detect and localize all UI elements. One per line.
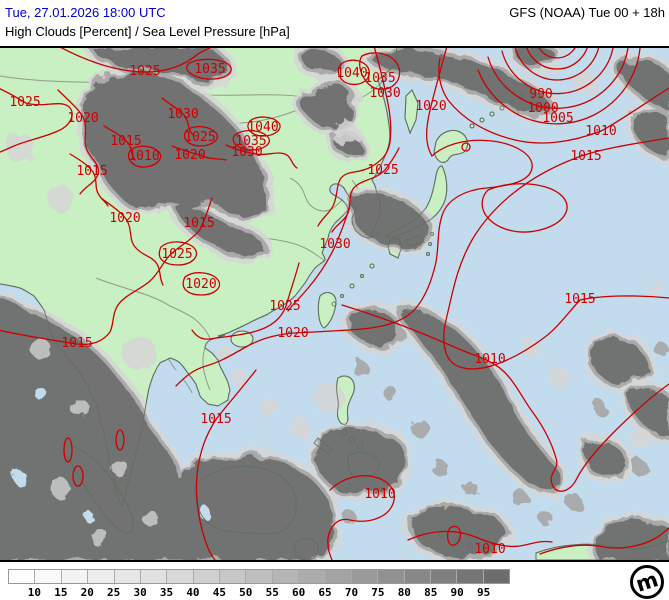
- layer-title: High Clouds [Percent] / Sea Level Pressu…: [5, 24, 290, 39]
- legend-tick: 30: [133, 586, 147, 599]
- legend-tick: 60: [292, 586, 306, 599]
- isobar-label: 1030: [231, 145, 262, 160]
- legend-cell: [378, 570, 405, 583]
- isobar-label: 1015: [61, 336, 92, 351]
- legend-cell: [88, 570, 115, 583]
- isobar-label: 1035: [235, 134, 266, 149]
- isobar-label: 1025: [9, 95, 40, 110]
- isobar-label: 1000: [527, 101, 558, 116]
- isobar-label: 1035: [194, 62, 225, 77]
- legend-tick: 85: [424, 586, 438, 599]
- legend-cell: [299, 570, 326, 583]
- isobar-label: 1030: [167, 107, 198, 122]
- isobar-label: 1040: [247, 120, 278, 135]
- legend-cell: [325, 570, 352, 583]
- isobar-label: 1020: [67, 111, 98, 126]
- cloud-speckles: [5, 72, 667, 551]
- legend-tick: 75: [371, 586, 385, 599]
- legend-tick: 50: [239, 586, 253, 599]
- isobar-label: 1015: [564, 292, 595, 307]
- isobar-label: 1015: [200, 412, 231, 427]
- isobar-label: 1010: [364, 487, 395, 502]
- isobar-layer: [0, 48, 669, 560]
- legend-tick: 55: [265, 586, 279, 599]
- isobar-label: 1020: [174, 148, 205, 163]
- isobar-label: 1035: [364, 71, 395, 86]
- isobar-label: 1025: [184, 130, 215, 145]
- legend-tick: 95: [476, 586, 491, 599]
- isobar-label: 1025: [269, 299, 300, 314]
- legend-tick: 20: [80, 586, 94, 599]
- isobar-label: 1015: [183, 216, 214, 231]
- legend-cell: [246, 570, 273, 583]
- map-area: 1025 1035 1040 1035 1030 1025 1020 1030 1040 1025…: [0, 46, 669, 562]
- isobar-label: 1020: [109, 211, 140, 226]
- legend-cell: [114, 570, 141, 583]
- isobar-label: 1015: [110, 134, 141, 149]
- legend-cell: [351, 570, 379, 583]
- legend-cell: [9, 570, 36, 583]
- legend-tick: 70: [344, 586, 359, 599]
- isobar-label: 1020: [277, 326, 308, 341]
- legend-cell: [272, 570, 300, 583]
- legend-tick: 90: [450, 586, 464, 599]
- map-header: Tue, 27.01.2026 18:00 UTC GFS (NOAA) Tue…: [0, 0, 669, 46]
- legend-cell: [483, 570, 510, 583]
- isobar-label: 1005: [542, 111, 573, 126]
- legend-tick: 25: [107, 586, 121, 599]
- legend-tick: 35: [159, 586, 174, 599]
- isobar-label: 1015: [570, 149, 601, 164]
- colorbar-tick-labels: 10 15 20 25 30 35 40 45 50 55 60 65 70 75 80 85 90 95: [0, 586, 669, 599]
- cloud-percent-colorbar: [8, 569, 510, 584]
- legend-tick: 10: [27, 586, 42, 599]
- site-logo: m: [630, 565, 664, 599]
- isobar-label: 1020: [415, 99, 446, 114]
- isobar-label: 1010: [474, 352, 505, 367]
- legend-cell: [61, 570, 89, 583]
- isobar-label: 1025: [367, 163, 398, 178]
- legend-cell: [35, 570, 62, 583]
- legend-tick: 80: [397, 586, 411, 599]
- isobar-label: 1030: [369, 86, 400, 101]
- isobar-label: 1040: [336, 66, 367, 81]
- legend-footer: 10 15 20 25 30 35 40 45 50 55 60 65 70 75 80 85 90 95 m: [0, 562, 669, 600]
- model-run-info: GFS (NOAA) Tue 00 + 18h: [509, 5, 665, 20]
- isobar-label: 1015: [76, 164, 107, 179]
- legend-cell: [167, 570, 194, 583]
- legend-cell: [457, 570, 484, 583]
- legend-tick: 45: [212, 586, 226, 599]
- valid-datetime: Tue, 27.01.2026 18:00 UTC: [5, 5, 166, 20]
- isobar-label: 1010: [585, 124, 616, 139]
- legend-cell: [220, 570, 247, 583]
- isobar-label: 1025: [161, 247, 192, 262]
- isobar-label: 990: [529, 87, 552, 102]
- isobar-label: 1010: [474, 542, 505, 557]
- legend-tick: 65: [318, 586, 332, 599]
- legend-cell: [431, 570, 458, 583]
- legend-cell: [404, 570, 431, 583]
- legend-cell: [140, 570, 168, 583]
- legend-cell: [193, 570, 220, 583]
- legend-tick: 15: [54, 586, 68, 599]
- isobar-label: 1025: [129, 64, 160, 79]
- isobar-label: 1020: [185, 277, 216, 292]
- isobar-label: 1010: [128, 149, 159, 164]
- legend-tick: 40: [186, 586, 200, 599]
- isobar-label: 1030: [319, 237, 350, 252]
